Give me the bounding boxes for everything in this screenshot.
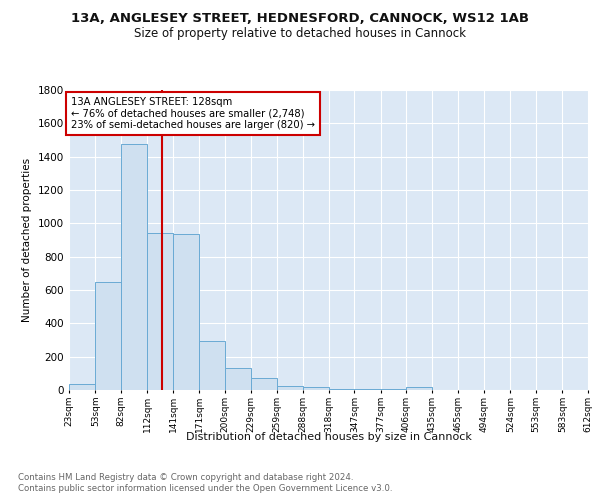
Y-axis label: Number of detached properties: Number of detached properties <box>22 158 32 322</box>
Text: 13A, ANGLESEY STREET, HEDNESFORD, CANNOCK, WS12 1AB: 13A, ANGLESEY STREET, HEDNESFORD, CANNOC… <box>71 12 529 26</box>
Bar <box>302 386 329 390</box>
Bar <box>95 282 121 390</box>
Text: Distribution of detached houses by size in Cannock: Distribution of detached houses by size … <box>186 432 472 442</box>
Bar <box>69 384 95 390</box>
Bar <box>355 389 381 390</box>
Text: Contains public sector information licensed under the Open Government Licence v3: Contains public sector information licen… <box>18 484 392 493</box>
Bar <box>199 341 225 390</box>
Text: 13A ANGLESEY STREET: 128sqm
← 76% of detached houses are smaller (2,748)
23% of : 13A ANGLESEY STREET: 128sqm ← 76% of det… <box>71 96 315 130</box>
Bar <box>251 378 277 390</box>
Bar <box>277 386 302 390</box>
Text: Contains HM Land Registry data © Crown copyright and database right 2024.: Contains HM Land Registry data © Crown c… <box>18 472 353 482</box>
Bar <box>329 389 355 390</box>
Bar <box>173 234 199 390</box>
Bar <box>121 144 148 390</box>
Bar <box>406 386 432 390</box>
Bar <box>148 234 173 390</box>
Text: Size of property relative to detached houses in Cannock: Size of property relative to detached ho… <box>134 28 466 40</box>
Bar <box>225 368 251 390</box>
Bar <box>381 389 406 390</box>
